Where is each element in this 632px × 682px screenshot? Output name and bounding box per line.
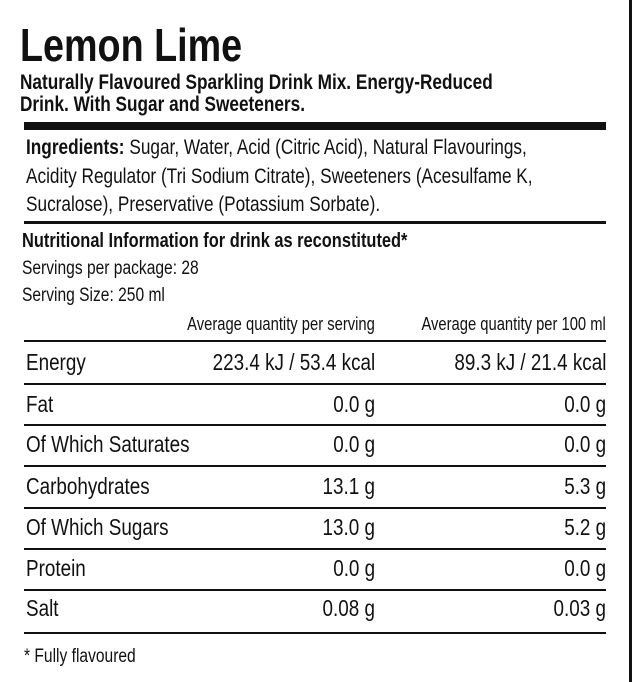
row-divider — [24, 383, 606, 385]
per-100ml-value: 5.2 g — [564, 514, 606, 540]
ingredients-line-1: Ingredients: Sugar, Water, Acid (Citric … — [26, 137, 632, 158]
subtitle-line-2: Drink. With Sugar and Sweeteners. — [20, 93, 306, 116]
divider — [24, 221, 606, 224]
per-100ml-value: 0.03 g — [553, 595, 606, 621]
per-100ml-value: 0.0 g — [564, 431, 606, 457]
column-header-per-serving: Average quantity per serving — [187, 314, 375, 334]
per-100ml-value: 5.3 g — [564, 473, 606, 499]
thick-divider — [24, 122, 606, 130]
nutrient-name: Fat — [26, 391, 54, 417]
per-100ml-value: 0.0 g — [564, 391, 606, 417]
footnote: * Fully flavoured — [24, 646, 136, 667]
divider — [24, 340, 606, 342]
row-divider — [24, 424, 606, 426]
row-divider — [24, 507, 606, 509]
per-serving-value: 223.4 kJ / 53.4 kcal — [212, 349, 375, 375]
ingredients-line-3: Sucralose), Preservative (Potassium Sorb… — [26, 193, 381, 216]
nutrient-name: Of Which Saturates — [26, 431, 190, 457]
servings-per-package: Servings per package: 28 — [22, 258, 199, 279]
nutrient-name: Energy — [26, 349, 86, 375]
product-title: Lemon Lime — [20, 19, 243, 71]
row-divider — [24, 632, 606, 634]
right-border — [629, 0, 632, 682]
serving-size: Serving Size: 250 ml — [22, 285, 165, 306]
nutrient-name: Salt — [26, 595, 59, 621]
row-divider — [24, 465, 606, 467]
per-serving-value: 0.0 g — [333, 391, 375, 417]
nutrient-name: Carbohydrates — [26, 473, 150, 499]
nutrient-name: Protein — [26, 555, 86, 581]
per-100ml-value: 0.0 g — [564, 555, 606, 581]
nutrition-heading: Nutritional Information for drink as rec… — [22, 230, 408, 252]
nutrient-name: Of Which Sugars — [26, 514, 169, 540]
column-header-per-100ml: Average quantity per 100 ml — [421, 314, 606, 334]
ingredients-label: Ingredients: — [26, 136, 125, 159]
row-divider — [24, 548, 606, 550]
per-serving-value: 0.0 g — [333, 555, 375, 581]
ingredients-line-2: Acidity Regulator (Tri Sodium Citrate), … — [26, 165, 533, 188]
per-serving-value: 0.0 g — [333, 431, 375, 457]
per-100ml-value: 89.3 kJ / 21.4 kcal — [453, 349, 606, 375]
subtitle-line-1: Naturally Flavoured Sparkling Drink Mix.… — [20, 71, 493, 94]
row-divider — [24, 589, 606, 591]
ingredients-text: Sugar, Water, Acid (Citric Acid), Natura… — [124, 136, 527, 159]
per-serving-value: 13.0 g — [322, 514, 375, 540]
per-serving-value: 13.1 g — [322, 473, 375, 499]
per-serving-value: 0.08 g — [322, 595, 375, 621]
